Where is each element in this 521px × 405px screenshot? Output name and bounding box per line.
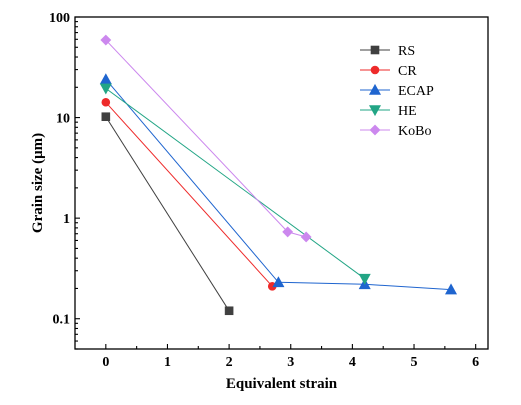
y-tick-label: 10 [56, 112, 70, 127]
x-tick-label: 4 [349, 355, 356, 370]
series-he [99, 83, 371, 285]
series-kobo [100, 34, 312, 243]
legend-label: ECAP [398, 84, 434, 99]
legend-label: RS [398, 44, 415, 59]
y-tick-label: 100 [49, 11, 70, 26]
legend-item-he: HE [360, 104, 417, 119]
legend-marker [370, 65, 380, 75]
data-point-he [99, 83, 112, 95]
legend-marker [369, 124, 381, 136]
legend-label: KoBo [398, 124, 431, 139]
legend-item-cr: CR [360, 64, 417, 79]
x-tick-label: 1 [164, 355, 171, 370]
data-point-cr [101, 97, 111, 107]
x-tick-label: 6 [472, 355, 479, 370]
x-tick-label: 0 [102, 355, 109, 370]
data-point-kobo [282, 226, 294, 238]
y-tick-label: 0.1 [53, 313, 71, 328]
series-line-rs [105, 116, 230, 312]
series-line-kobo [105, 39, 307, 238]
axes: 0 1 2 3 4 5 6 0.1 1 10 100 [49, 11, 489, 370]
y-tick-label: 1 [63, 212, 70, 227]
legend-item-kobo: KoBo [360, 124, 431, 139]
legend-label: CR [398, 64, 417, 79]
legend-marker [368, 105, 382, 117]
series-rs [101, 112, 234, 316]
data-point-rs [224, 306, 234, 316]
legend-marker [370, 45, 380, 55]
series-line-ecap [105, 78, 452, 291]
plot-frame [74, 16, 489, 350]
legend-label: HE [398, 104, 417, 119]
data-point-he [358, 273, 371, 285]
y-axis-title: Grain size (μm) [30, 133, 46, 233]
legend-marker [368, 83, 382, 95]
data-point-kobo [100, 34, 112, 46]
x-axis-title: Equivalent strain [226, 376, 338, 392]
x-tick-label: 5 [411, 355, 418, 370]
legend-item-ecap: ECAP [360, 83, 434, 99]
data-point-kobo [300, 231, 312, 243]
data-point-ecap [445, 283, 458, 295]
data-point-ecap [99, 73, 112, 85]
legend: RS CR ECAP HE KoBo [360, 44, 434, 139]
series-line-cr [105, 101, 273, 287]
series-line-he [105, 87, 365, 280]
legend-item-rs: RS [360, 44, 415, 59]
series-cr [101, 97, 277, 291]
plot-area [99, 34, 458, 316]
x-tick-label: 2 [226, 355, 233, 370]
data-point-ecap [272, 276, 285, 288]
data-point-rs [101, 112, 111, 122]
x-tick-label: 3 [287, 355, 294, 370]
